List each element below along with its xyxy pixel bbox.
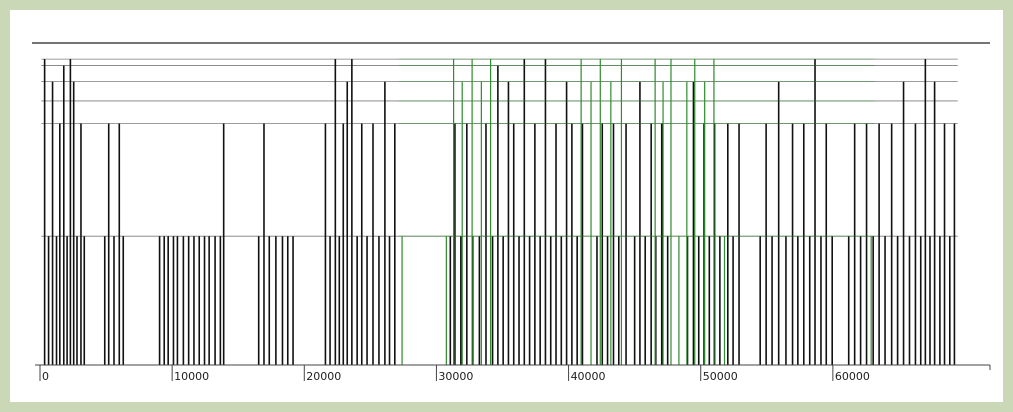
x-axis-ticks: 0 10000 20000 30000 40000 50000 60000 (39, 365, 870, 383)
event-marks (41, 58, 958, 365)
x-tick-label-3: 30000 (438, 370, 473, 383)
x-tick-label-0: 0 (42, 370, 49, 383)
x-tick-label-5: 50000 (703, 370, 738, 383)
x-tick-label-1: 10000 (174, 370, 209, 383)
x-tick-label-4: 40000 (571, 370, 606, 383)
x-tick-label-6: 60000 (835, 370, 870, 383)
plot-panel: 0 10000 20000 30000 40000 50000 60000 (10, 10, 1003, 402)
sequence-chart: 0 10000 20000 30000 40000 50000 60000 (32, 42, 991, 383)
x-tick-label-2: 20000 (306, 370, 341, 383)
